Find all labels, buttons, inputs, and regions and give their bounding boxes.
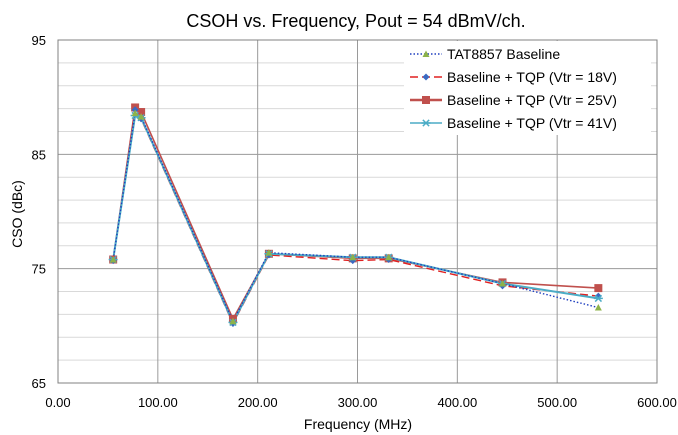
x-tick-label: 200.00	[238, 395, 278, 410]
x-tick-label: 0.00	[45, 395, 70, 410]
series-1-point	[131, 109, 139, 117]
legend-label: Baseline + TQP (Vtr = 25V)	[447, 92, 617, 108]
series-1-point	[385, 253, 393, 261]
x-tick-label: 400.00	[437, 395, 477, 410]
x-axis-label: Frequency (MHz)	[304, 416, 412, 432]
series-1-point	[499, 280, 507, 287]
y-tick-label: 95	[32, 33, 46, 48]
series-1-point	[229, 317, 237, 325]
legend-label: TAT8857 Baseline	[447, 46, 560, 62]
chart-title: CSOH vs. Frequency, Pout = 54 dBmV/ch.	[186, 11, 525, 31]
series-1-point	[349, 253, 357, 261]
x-tick-label: 600.00	[637, 395, 677, 410]
x-tick-label: 100.00	[138, 395, 178, 410]
legend-marker	[422, 96, 430, 104]
y-axis-tick-labels: 65 75 85 95	[32, 33, 46, 391]
y-tick-label: 65	[32, 376, 46, 391]
y-tick-label: 85	[32, 147, 46, 162]
plot-area	[57, 39, 658, 384]
x-tick-label: 300.00	[338, 395, 378, 410]
series-1-point	[109, 256, 117, 263]
legend-marker	[422, 73, 430, 81]
series-1-point	[265, 249, 273, 256]
x-axis-tick-labels: 0.00 100.00 200.00 300.00 400.00 500.00 600.00	[45, 395, 677, 410]
legend-box	[404, 41, 651, 135]
series-1-point	[137, 113, 145, 120]
series-3-point	[594, 284, 603, 293]
y-tick-label: 75	[32, 262, 46, 277]
series-3-point	[137, 108, 146, 117]
series-1-point	[594, 304, 602, 311]
x-tick-label: 500.00	[537, 395, 577, 410]
series-4-point	[593, 294, 603, 303]
legend: TAT8857 Baseline Baseline + TQP (Vtr = 18…	[404, 41, 651, 135]
legend-label: Baseline + TQP (Vtr = 18V)	[447, 69, 617, 85]
series-markers	[108, 103, 603, 328]
legend-marker	[422, 50, 430, 57]
legend-marker	[421, 119, 431, 127]
legend-label: Baseline + TQP (Vtr = 41V)	[447, 115, 617, 131]
y-axis-label: CSO (dBc)	[9, 180, 25, 248]
